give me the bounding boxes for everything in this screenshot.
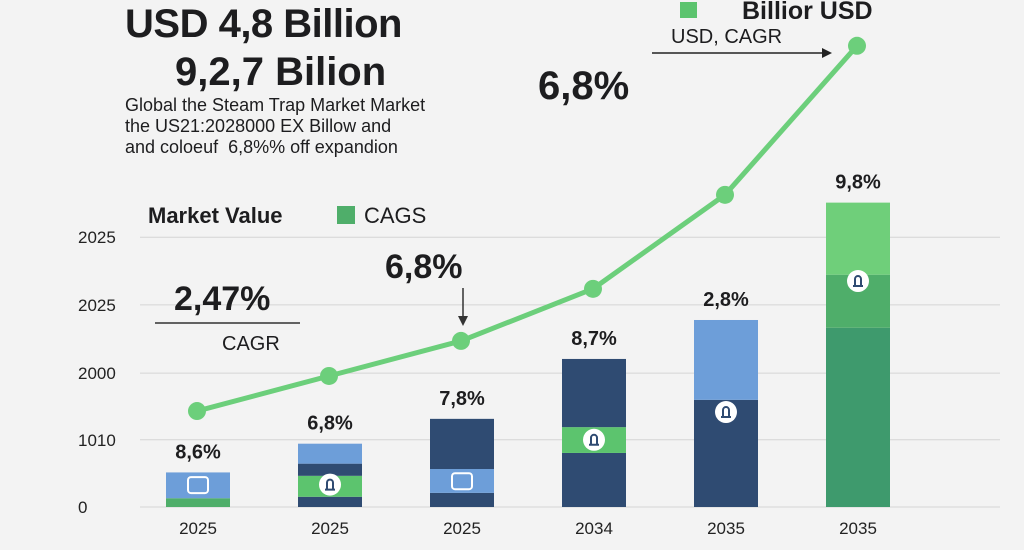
bar-segment	[562, 452, 626, 507]
bar-value-label: 9,8%	[835, 172, 881, 194]
x-tick-label: 2025	[443, 519, 481, 538]
bar-value-label: 6,8%	[307, 413, 353, 435]
title-line-1: USD 4,8 Billion	[125, 2, 403, 46]
bar-value-label: 8,7%	[571, 328, 617, 350]
y-tick-label: 2025	[78, 296, 116, 315]
bar-value-label: 8,6%	[175, 441, 221, 463]
legend-market-value: Market Value	[148, 203, 283, 228]
bar-segment	[166, 498, 230, 507]
valve-icon-glyph	[853, 275, 863, 288]
bar-segment	[430, 469, 494, 493]
cagr-point	[320, 366, 338, 385]
mid-cagr-value: 6,8%	[385, 248, 463, 286]
valve-icon-glyph	[589, 433, 599, 446]
y-tick-label: 1010	[78, 431, 116, 450]
y-tick-label: 0	[78, 498, 87, 517]
cagr-point	[188, 402, 206, 421]
big-cagr-value: 6,8%	[538, 64, 630, 108]
valve-icon-glyph	[721, 406, 731, 419]
bar-segment	[298, 496, 362, 507]
cagr-point	[452, 331, 470, 350]
bar-segment	[826, 327, 890, 507]
cagr-point	[716, 185, 734, 204]
bar-segment	[298, 443, 362, 464]
control-box-icon	[187, 476, 209, 495]
down-arrowhead-icon	[458, 316, 468, 326]
bar-segment	[694, 319, 758, 400]
x-tick-label: 2025	[179, 519, 217, 538]
valve-icon	[583, 428, 605, 451]
cagr-point	[584, 279, 602, 298]
legend-cags: CAGS	[364, 203, 427, 228]
bar-segment	[562, 358, 626, 428]
description: Global the Steam Trap Market Market the …	[125, 95, 426, 157]
y-tick-label: 2000	[78, 364, 116, 383]
x-tick-label: 2035	[839, 519, 877, 538]
cagr-line	[196, 44, 859, 414]
valve-icon	[715, 401, 737, 424]
cagr-point	[848, 36, 866, 55]
bar-value-label: 2,8%	[703, 289, 749, 311]
seat-icon	[451, 472, 473, 491]
valve-icon-glyph	[325, 478, 335, 491]
left-cagr-label: CAGR	[222, 333, 280, 355]
legend-swatch	[337, 206, 355, 224]
title-line-2: 9,2,7 Bilion	[175, 50, 387, 94]
bar-segment	[826, 202, 890, 275]
valve-icon	[319, 473, 341, 496]
x-tick-label: 2025	[311, 519, 349, 538]
x-tick-label: 2034	[575, 519, 613, 538]
bar-value-label: 7,8%	[439, 388, 485, 410]
x-tick-label: 2035	[707, 519, 745, 538]
bar-segment	[430, 418, 494, 470]
y-tick-label: 2025	[78, 228, 116, 247]
right-arrowhead-icon	[822, 48, 832, 58]
top-legend-label: Billior USD	[742, 0, 873, 25]
bar-segment	[298, 463, 362, 476]
left-cagr-value: 2,47%	[174, 280, 271, 318]
top-legend-swatch	[680, 2, 697, 18]
top-legend-sublabel: USD, CAGR	[671, 26, 783, 48]
bar-segment	[430, 492, 494, 507]
valve-icon	[847, 270, 869, 293]
